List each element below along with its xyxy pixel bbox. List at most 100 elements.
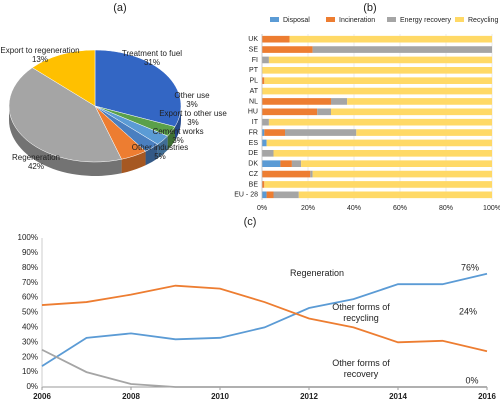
y-tick-label: ES (249, 140, 259, 147)
bar-segment (285, 129, 357, 136)
legend-marker (270, 17, 279, 22)
bar-segment (262, 35, 290, 43)
slice-label: Export to regeneration (0, 46, 79, 55)
value-label: 76% (461, 262, 479, 272)
y-tick-label: UK (248, 36, 258, 43)
slice-value: 31% (144, 58, 160, 67)
y-tick-label: IT (252, 119, 259, 126)
y-tick-label: EU - 28 (234, 192, 258, 199)
pie-side (121, 151, 146, 174)
bar-segment (268, 56, 492, 64)
pie-side (157, 136, 168, 159)
bar-segment (289, 35, 492, 43)
pie-side (145, 144, 158, 166)
bar-segment (262, 129, 265, 136)
series-label: Other forms of recycling (332, 302, 390, 323)
bar-segment (264, 129, 285, 136)
bar-segment (262, 66, 492, 74)
bar-segment (266, 191, 274, 199)
y-tick-label: 70% (22, 278, 38, 287)
bar-segment (262, 98, 331, 105)
x-tick-label: 2012 (300, 392, 318, 401)
x-tick-label: 60% (393, 205, 407, 212)
y-tick-label: BE (249, 181, 259, 188)
slice-value: 3% (187, 118, 199, 127)
bar-segment (262, 170, 311, 178)
legend-label: Recycling (468, 17, 498, 24)
y-tick-label: 10% (22, 367, 38, 376)
bar-segment (273, 149, 492, 157)
line (41, 348, 487, 388)
bar-segment (262, 56, 269, 64)
bar-segment (266, 139, 492, 147)
value-label: 24% (459, 306, 477, 316)
bar-segment (262, 149, 274, 157)
y-tick-label: 100% (18, 233, 38, 242)
bar-segment (262, 77, 265, 85)
pie-slice (94, 49, 182, 127)
pie-side (174, 106, 181, 141)
pie-slice (31, 49, 96, 107)
bar-segment (312, 46, 492, 53)
line (41, 272, 488, 367)
y-tick-label: 90% (22, 248, 38, 257)
bar-segment (273, 191, 299, 199)
x-tick-label: 20% (301, 205, 315, 212)
legend-marker (455, 17, 464, 22)
y-tick-label: SE (249, 46, 259, 53)
slice-value: 42% (28, 162, 44, 171)
slice-label: Cement works (152, 127, 203, 136)
panel-label: (c) (244, 216, 257, 228)
bar-segment (312, 170, 492, 178)
bar-segment (347, 98, 492, 105)
bar-segment (264, 77, 492, 85)
y-tick-label: 20% (22, 352, 38, 361)
y-tick-label: FR (249, 129, 258, 136)
y-tick-label: DE (248, 150, 258, 157)
slice-value: 3% (186, 100, 198, 109)
slice-label: Other industries (132, 143, 188, 152)
x-tick-label: 40% (347, 205, 361, 212)
y-tick-label: 0% (26, 382, 38, 391)
x-tick-label: 2008 (122, 392, 140, 401)
bar-segment (317, 108, 331, 116)
y-tick-label: DK (248, 161, 258, 168)
panel-label: (a) (113, 2, 126, 14)
slice-value: 3% (172, 136, 184, 145)
y-tick-label: 80% (22, 263, 38, 272)
x-tick-label: 0% (257, 205, 267, 212)
bar-segment (262, 181, 265, 188)
x-tick-label: 2014 (389, 392, 407, 401)
x-tick-label: 2016 (478, 392, 496, 401)
y-tick-label: FI (252, 57, 258, 64)
line (41, 284, 488, 353)
bar-segment (262, 87, 492, 95)
bar-segment (331, 108, 492, 116)
bar-segment (298, 191, 492, 199)
legend-marker (387, 17, 396, 22)
legend-label: Disposal (283, 17, 310, 24)
x-tick-label: 100% (483, 205, 500, 212)
slice-label: Treatment to fuel (122, 49, 182, 58)
y-tick-label: PT (249, 67, 259, 74)
legend-label: Energy recovery (400, 17, 451, 24)
pie-side (9, 106, 122, 177)
y-tick-label: AT (250, 88, 259, 95)
y-tick-label: 40% (22, 323, 38, 332)
series-label: Other forms of recovery (332, 358, 390, 379)
bar-segment (310, 170, 313, 178)
slice-label: Export to other use (159, 109, 227, 118)
slice-value: 13% (32, 55, 48, 64)
y-tick-label: CZ (249, 171, 259, 178)
bar-segment (262, 139, 267, 147)
bar-segment (264, 181, 492, 188)
legend-label: Incineration (339, 17, 375, 24)
legend-marker (326, 17, 335, 22)
x-tick-label: 2010 (211, 392, 229, 401)
x-tick-label: 80% (439, 205, 453, 212)
slice-label: Other use (174, 91, 210, 100)
bar-segment (262, 160, 281, 168)
bar-segment (280, 160, 292, 168)
